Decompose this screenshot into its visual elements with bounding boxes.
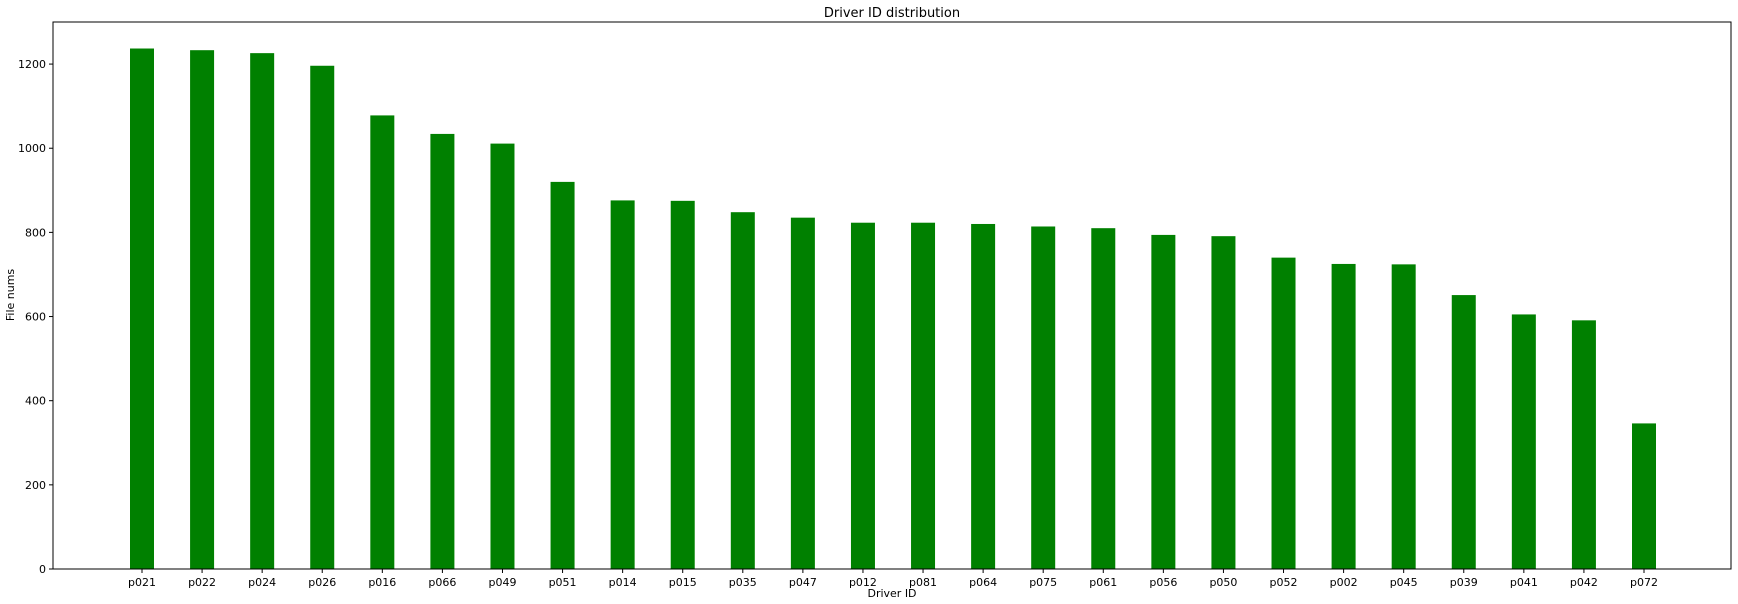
bar-p047	[790, 217, 815, 569]
bar-p056	[1151, 234, 1176, 569]
x-tick-label: p052	[1270, 576, 1298, 589]
y-tick-label: 0	[39, 563, 46, 576]
y-tick-label: 1200	[18, 58, 46, 71]
bar-p042	[1571, 320, 1596, 569]
x-tick-label: p056	[1149, 576, 1177, 589]
x-tick-label: p049	[488, 576, 516, 589]
bar-p064	[971, 223, 996, 569]
x-tick-label: p075	[1029, 576, 1057, 589]
bar-p024	[250, 53, 275, 569]
x-tick-label: p039	[1450, 576, 1478, 589]
x-axis-label: Driver ID	[867, 587, 916, 600]
bar-p021	[130, 48, 154, 569]
chart-title: Driver ID distribution	[824, 6, 960, 21]
x-tick-label: p016	[368, 576, 396, 589]
x-tick-label: p066	[428, 576, 456, 589]
bar-p014	[610, 200, 635, 569]
bar-p081	[911, 222, 936, 569]
x-tick-label: p015	[669, 576, 697, 589]
x-tick-label: p081	[909, 576, 937, 589]
y-axis-label: File nums	[4, 269, 17, 322]
x-axis-ticks: p021 p022 p024 p026 p016 p066 p049 p051 p014 p015…	[128, 569, 1658, 589]
y-tick-label: 1000	[18, 142, 46, 155]
x-tick-label: p050	[1209, 576, 1237, 589]
bar-p002	[1331, 263, 1356, 569]
bar-p049	[490, 143, 515, 569]
x-tick-label: p012	[849, 576, 877, 589]
bar-p075	[1031, 226, 1056, 570]
bar-p015	[670, 200, 695, 569]
x-tick-label: p026	[308, 576, 336, 589]
bar-p052	[1271, 257, 1296, 569]
bars-group	[130, 48, 1656, 570]
x-tick-label: p035	[729, 576, 757, 589]
x-tick-label: p041	[1510, 576, 1538, 589]
bar-p035	[730, 212, 755, 569]
x-tick-label: p002	[1330, 576, 1358, 589]
x-tick-label: p021	[128, 576, 156, 589]
bar-p051	[550, 181, 575, 569]
x-tick-label: p061	[1089, 576, 1117, 589]
x-tick-label: p072	[1630, 576, 1658, 589]
bar-p050	[1211, 236, 1236, 570]
bar-p061	[1091, 228, 1116, 569]
y-tick-label: 600	[25, 311, 46, 324]
bar-p022	[190, 50, 215, 569]
bar-p026	[310, 65, 335, 569]
bar-p045	[1391, 264, 1416, 569]
x-tick-label: p042	[1570, 576, 1598, 589]
bar-p066	[430, 133, 455, 570]
y-tick-label: 200	[25, 479, 46, 492]
x-tick-label: p014	[609, 576, 637, 589]
bar-p039	[1451, 295, 1476, 569]
y-tick-label: 800	[25, 226, 46, 239]
y-tick-label: 400	[25, 395, 46, 408]
bar-p072	[1632, 423, 1656, 569]
x-tick-label: p047	[789, 576, 817, 589]
x-tick-label: p045	[1390, 576, 1418, 589]
y-axis-ticks: 0 200 400 600 800 1000 1200	[18, 58, 53, 576]
plot-frame	[52, 21, 1732, 570]
bar-p016	[370, 115, 395, 569]
bar-p041	[1511, 314, 1536, 569]
x-tick-label: p051	[549, 576, 577, 589]
bar-p012	[850, 222, 875, 569]
x-tick-label: p064	[969, 576, 997, 589]
x-tick-label: p022	[188, 576, 216, 589]
x-tick-label: p024	[248, 576, 276, 589]
